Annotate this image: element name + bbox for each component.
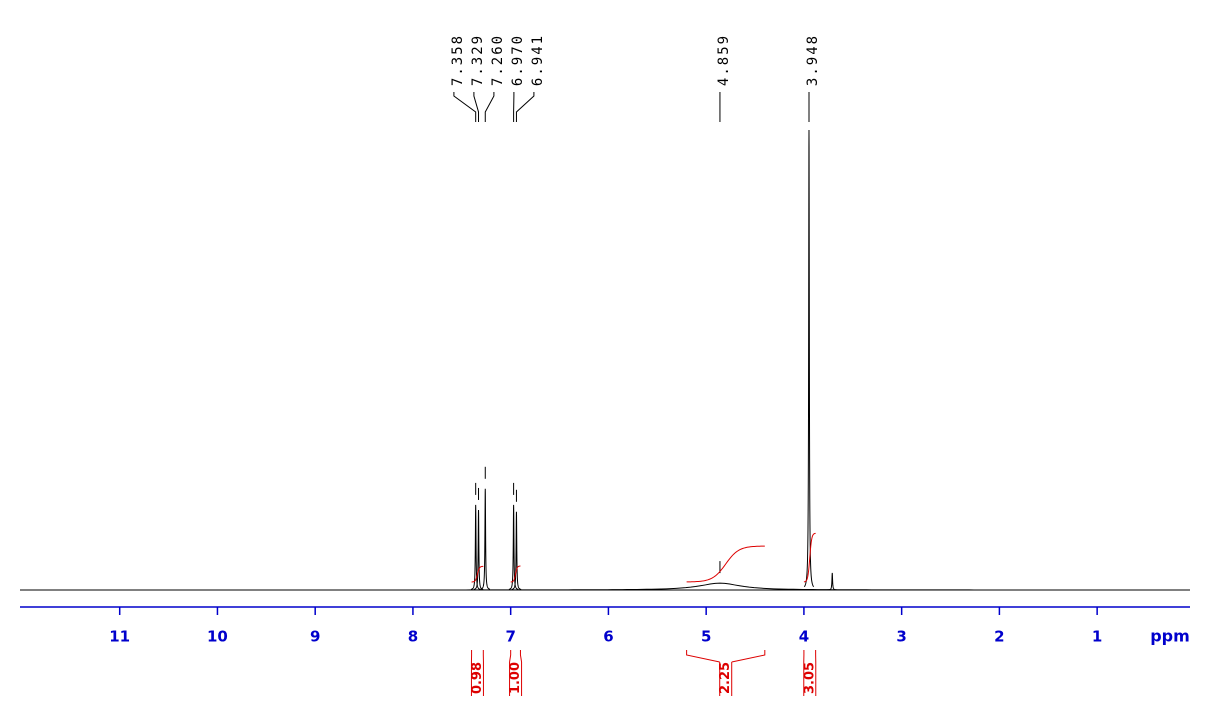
x-tick-label: 8 bbox=[408, 628, 418, 646]
peak bbox=[480, 488, 491, 590]
peak bbox=[470, 504, 481, 590]
peak bbox=[827, 572, 837, 591]
peak-label: 7.260 bbox=[490, 34, 506, 86]
peak bbox=[803, 129, 815, 588]
peak-leader bbox=[515, 92, 535, 122]
x-tick-label: 5 bbox=[701, 628, 711, 646]
integral-curve bbox=[686, 545, 765, 583]
x-tick-label: 11 bbox=[109, 628, 130, 646]
integral-bracket bbox=[803, 650, 817, 696]
x-tick-label: 2 bbox=[994, 628, 1004, 646]
integral-label: 2.25 bbox=[718, 662, 733, 694]
peak-label: 7.329 bbox=[470, 34, 486, 86]
peak-label: 7.358 bbox=[450, 34, 466, 86]
peak-leader bbox=[473, 92, 480, 122]
x-tick-label: 9 bbox=[310, 628, 320, 646]
integral-curve bbox=[803, 532, 816, 583]
integral-bracket bbox=[686, 650, 766, 696]
integral-curve bbox=[471, 565, 484, 583]
integral-label: 3.05 bbox=[802, 662, 817, 694]
integral-bracket bbox=[470, 650, 484, 696]
peak-label: 3.948 bbox=[805, 34, 821, 86]
integral-bracket bbox=[509, 650, 523, 696]
x-tick-label: 6 bbox=[603, 628, 613, 646]
x-axis-label: ppm bbox=[1150, 627, 1190, 646]
peak bbox=[426, 582, 1014, 591]
peak-label: 6.941 bbox=[530, 34, 546, 86]
peak-leader bbox=[484, 92, 495, 122]
integral-label: 0.98 bbox=[470, 662, 485, 694]
x-tick-label: 3 bbox=[896, 628, 906, 646]
integral-label: 1.00 bbox=[508, 662, 523, 694]
integral-curve bbox=[510, 565, 521, 583]
x-tick-label: 1 bbox=[1092, 628, 1102, 646]
x-tick-label: 10 bbox=[207, 628, 228, 646]
peak bbox=[508, 504, 519, 590]
x-tick-label: 4 bbox=[799, 628, 809, 646]
peak-label: 4.859 bbox=[716, 34, 732, 86]
peak-label: 6.970 bbox=[510, 34, 526, 86]
peak-leader bbox=[453, 92, 477, 122]
peak bbox=[511, 511, 522, 590]
x-tick-label: 7 bbox=[505, 628, 515, 646]
